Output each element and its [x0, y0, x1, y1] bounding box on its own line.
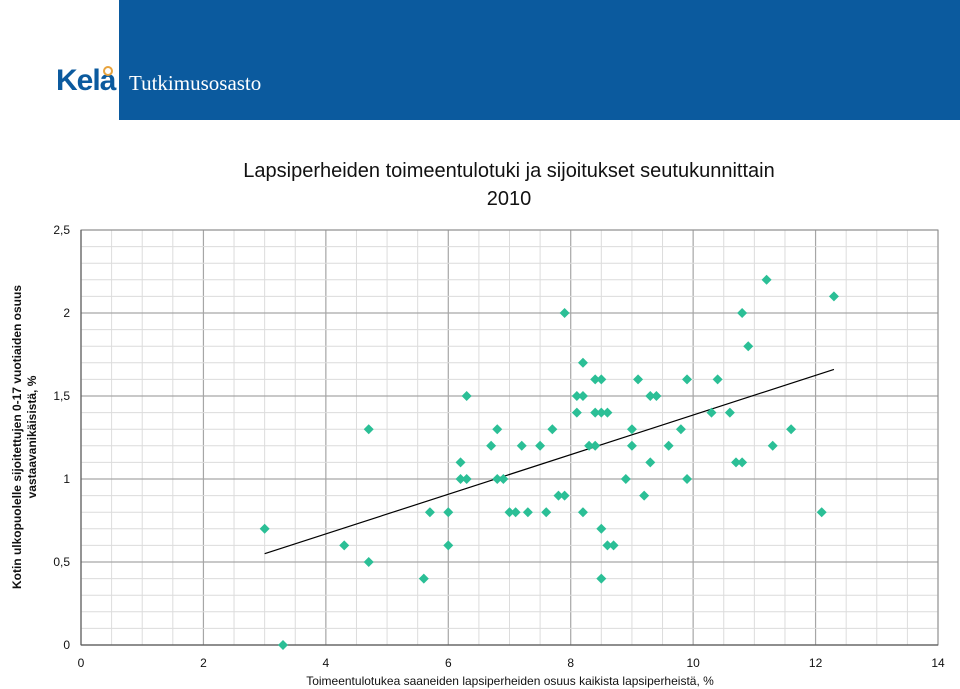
x-tick-label: 6 [445, 656, 452, 670]
y-tick-label: 0 [63, 638, 70, 652]
trendline-group [264, 368, 835, 555]
data-point [510, 507, 521, 518]
x-axis-label: Toimeentulotukea saaneiden lapsiperheide… [306, 674, 714, 688]
data-point [571, 407, 582, 418]
data-points [259, 274, 839, 650]
data-point [596, 523, 607, 534]
data-point [516, 440, 527, 451]
data-point [737, 457, 748, 468]
data-point [504, 507, 515, 518]
logo-area: Kela [0, 0, 119, 120]
x-tick-label: 10 [686, 656, 700, 670]
x-tick-label: 8 [567, 656, 574, 670]
data-point [602, 407, 613, 418]
data-point [590, 440, 601, 451]
y-tick-label: 0,5 [53, 555, 70, 569]
data-point [645, 457, 656, 468]
data-point [498, 474, 509, 484]
data-point [492, 424, 503, 435]
data-point [418, 573, 429, 584]
data-point [424, 507, 435, 518]
data-point [626, 424, 637, 435]
data-point [639, 490, 650, 501]
data-point [596, 374, 607, 385]
data-point [651, 391, 662, 401]
data-point [712, 374, 723, 385]
data-point [584, 440, 595, 451]
data-point [571, 391, 582, 401]
data-point [633, 374, 644, 385]
data-point [492, 474, 503, 484]
data-point [761, 274, 772, 285]
data-point [339, 540, 350, 551]
data-point [559, 308, 570, 318]
data-point [486, 440, 497, 451]
data-point [535, 440, 546, 451]
chart-title: Lapsiperheiden toimeentulotuki ja sijoit… [243, 160, 775, 182]
data-point [816, 507, 827, 518]
data-point [626, 440, 637, 451]
chart-title-year: 2010 [486, 188, 532, 210]
data-point [675, 424, 686, 435]
data-point [443, 507, 454, 518]
data-point [786, 424, 797, 435]
trendline [264, 368, 835, 555]
data-point [730, 457, 741, 468]
data-point [577, 357, 588, 368]
data-point [682, 474, 693, 484]
data-point [767, 440, 778, 451]
data-point [553, 490, 564, 501]
data-point [577, 507, 588, 518]
y-tick-label: 2,5 [53, 223, 70, 237]
data-point [455, 474, 466, 484]
data-point [541, 507, 552, 518]
x-tick-label: 2 [200, 656, 207, 670]
x-tick-label: 14 [931, 656, 945, 670]
x-tick-label: 4 [323, 656, 330, 670]
header-bar: Kela Tutkimusosasto [0, 0, 960, 120]
data-point [461, 474, 472, 484]
department-name: Tutkimusosasto [129, 71, 262, 95]
data-point [278, 640, 289, 650]
data-point [608, 540, 619, 551]
y-tick-label: 2 [63, 306, 70, 320]
data-point [590, 374, 601, 385]
data-point [547, 424, 558, 435]
data-point [577, 391, 588, 401]
y-tick-label: 1,5 [53, 389, 70, 403]
data-point [596, 573, 607, 584]
x-tick-label: 0 [78, 656, 85, 670]
data-point [737, 308, 748, 318]
data-point [559, 490, 570, 501]
grid [80, 229, 939, 646]
data-point [602, 540, 613, 551]
data-point [645, 391, 656, 401]
data-point [743, 341, 754, 352]
data-point [663, 440, 674, 451]
data-point [259, 523, 270, 534]
data-point [724, 407, 735, 418]
data-point [455, 457, 466, 468]
y-tick-label: 1 [63, 472, 70, 486]
data-point [443, 540, 454, 551]
data-point [620, 474, 631, 484]
tick-labels: 0 2 4 6 8 10 12 14 0 0,5 1 1,5 2 2,5 [53, 223, 945, 670]
x-tick-label: 12 [809, 656, 823, 670]
data-point [363, 424, 374, 435]
data-point [590, 407, 601, 418]
data-point [461, 391, 472, 401]
axes [80, 229, 939, 646]
data-point [363, 557, 374, 567]
data-point [682, 374, 693, 385]
data-point [522, 507, 533, 518]
logo-mark-icon [103, 66, 113, 76]
data-point [596, 407, 607, 418]
data-point [706, 407, 717, 418]
data-point [828, 291, 839, 302]
